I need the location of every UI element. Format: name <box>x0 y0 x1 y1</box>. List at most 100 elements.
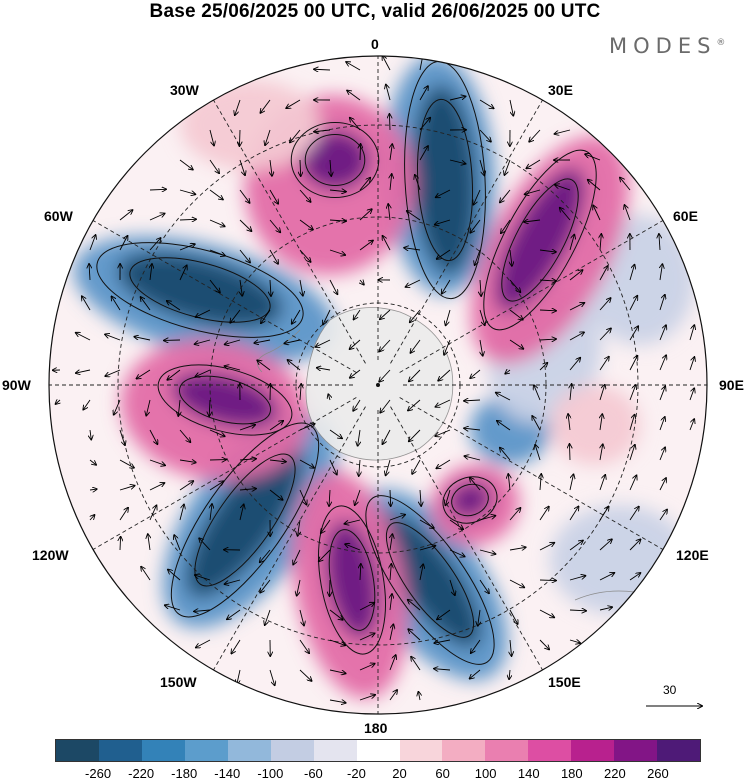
wind-vector <box>119 508 128 521</box>
wind-vector <box>269 489 283 500</box>
wind-vector <box>629 573 640 581</box>
colorbar-cell <box>485 740 529 761</box>
wind-vector <box>239 489 256 490</box>
wind-vector <box>257 360 271 371</box>
colorbar-cell <box>657 740 701 761</box>
colorbar-tick-label: 100 <box>474 766 497 781</box>
wind-vector <box>167 369 181 380</box>
wind-vector <box>449 519 463 529</box>
wind-vector <box>195 339 211 344</box>
wind-vector <box>329 279 337 294</box>
wind-vector <box>436 459 451 468</box>
wind-vector <box>299 424 315 431</box>
colorbar-tick-label: 220 <box>604 766 626 781</box>
peninsula-outline <box>257 329 301 373</box>
wind-vector <box>119 429 125 445</box>
colorbar-cell <box>184 740 228 761</box>
wind-vector <box>179 219 196 220</box>
wind-vector <box>504 159 511 175</box>
wind-vector <box>225 579 241 584</box>
anomaly-blob <box>180 80 320 170</box>
wind-vector <box>209 249 225 256</box>
wind-vector <box>89 489 97 490</box>
wind-vector <box>149 459 165 465</box>
wind-vector <box>270 279 271 296</box>
colorbar-cell <box>141 740 185 761</box>
wind-vector <box>659 355 666 371</box>
wind-vector <box>419 146 428 161</box>
wind-vector <box>539 507 549 521</box>
wind-vector <box>407 211 421 221</box>
wind-vector <box>284 339 301 343</box>
wind-vector <box>629 385 636 401</box>
wind-vector <box>449 96 466 101</box>
wind-vector <box>660 264 662 281</box>
wind-vector <box>599 266 608 281</box>
wind-vector <box>209 189 223 199</box>
modes-logo: MODES® <box>609 34 725 58</box>
wind-vector <box>239 459 256 460</box>
wind-vector <box>629 475 636 491</box>
wind-vector <box>288 360 301 371</box>
wind-vector <box>505 370 510 374</box>
wind-vector <box>346 62 361 71</box>
wind-vector <box>209 429 225 436</box>
anomaly-blob <box>300 130 370 190</box>
wind-vector <box>269 460 286 462</box>
wind-vector <box>286 99 301 108</box>
map-title: Base 25/06/2025 00 UTC, valid 26/06/2025… <box>149 1 601 22</box>
wind-vector <box>82 296 91 311</box>
wind-vector <box>359 633 375 641</box>
wind-vector <box>535 445 541 461</box>
wind-vector <box>599 298 611 311</box>
colorbar-cell <box>313 740 357 761</box>
wind-vector <box>359 664 375 671</box>
wind-vector <box>555 185 571 191</box>
colorbar-tick-label: -100 <box>257 766 284 781</box>
meridian-line <box>399 397 665 551</box>
colorbar-tick-label: -220 <box>128 766 155 781</box>
wind-vector <box>269 669 275 685</box>
wind-vector <box>390 174 392 191</box>
wind-vector <box>359 241 373 251</box>
lon-label-0: 0 <box>371 36 379 52</box>
wind-vector <box>329 220 346 221</box>
wind-vector <box>239 425 255 431</box>
meridian-line <box>390 406 544 672</box>
wind-vector <box>480 339 483 356</box>
wind-vector <box>210 504 212 521</box>
wind-vector <box>254 340 271 343</box>
wind-vector <box>449 159 466 164</box>
wind-vector <box>479 579 489 593</box>
wind-vector <box>239 159 245 175</box>
wind-vector <box>359 178 370 191</box>
wind-vector <box>199 538 211 551</box>
wind-vector <box>509 99 513 116</box>
wind-vector <box>120 537 121 551</box>
wind-vector <box>209 279 220 293</box>
wind-vector <box>479 159 484 175</box>
contour-line <box>290 122 380 198</box>
wind-vector <box>471 639 481 653</box>
wind-vector <box>298 519 300 536</box>
wind-vector <box>297 579 301 596</box>
wind-vector <box>629 265 635 281</box>
colorbar-ticks: -260 -220 -180 -140 -100 -60 -20 20 60 100 140 180 2… <box>0 766 750 782</box>
wind-vector <box>390 144 392 161</box>
wind-vector <box>569 303 584 311</box>
wind-vector <box>89 459 96 465</box>
wind-vector <box>329 190 346 192</box>
wind-vector <box>314 69 331 70</box>
wind-vector <box>329 489 330 506</box>
reference-vector-label: 30 <box>663 683 677 697</box>
wind-vector <box>509 508 520 521</box>
wind-vector <box>442 279 451 294</box>
wind-vector <box>539 363 547 371</box>
wind-vector <box>555 129 571 134</box>
wind-vector <box>265 129 271 145</box>
wind-vector <box>599 507 609 521</box>
wind-vector <box>76 333 91 341</box>
anomaly-blob <box>186 442 304 598</box>
wind-vector <box>534 385 541 401</box>
wind-vector <box>105 369 121 376</box>
